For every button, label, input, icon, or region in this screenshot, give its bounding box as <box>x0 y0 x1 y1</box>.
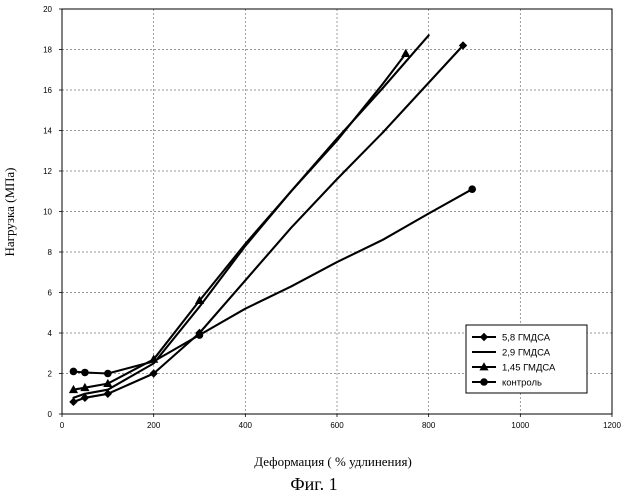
data-point <box>69 398 77 406</box>
line-chart: 02468101214161820020040060080010001200 5… <box>0 0 628 472</box>
y-tick-label: 14 <box>43 127 52 136</box>
series-line <box>74 46 464 402</box>
y-tick-label: 2 <box>48 370 53 379</box>
data-point <box>196 331 204 339</box>
x-tick-label: 200 <box>147 421 161 430</box>
series-line <box>74 54 406 390</box>
data-point <box>81 369 89 377</box>
y-tick-label: 16 <box>43 86 52 95</box>
y-tick-label: 4 <box>48 329 53 338</box>
y-tick-label: 12 <box>43 167 52 176</box>
y-tick-label: 18 <box>43 46 52 55</box>
legend-label: 2,9 ГМДСА <box>502 348 551 359</box>
y-tick-label: 8 <box>48 248 53 257</box>
data-point <box>70 368 78 376</box>
x-tick-label: 1200 <box>603 421 621 430</box>
x-tick-label: 400 <box>239 421 253 430</box>
legend-label: контроль <box>502 378 542 389</box>
series-group <box>69 35 476 406</box>
legend: 5,8 ГМДСА 2,9 ГМДСА 1,45 ГМДСА контроль <box>466 325 587 393</box>
data-point <box>104 370 112 378</box>
legend-label: 5,8 ГМДСА <box>502 333 551 344</box>
y-tick-label: 20 <box>43 5 52 14</box>
series-3 <box>69 49 410 393</box>
legend-swatch-marker <box>480 378 488 386</box>
y-tick-label: 10 <box>43 208 52 217</box>
x-tick-label: 800 <box>422 421 436 430</box>
series-line <box>74 189 473 373</box>
y-tick-label: 6 <box>48 289 53 298</box>
x-tick-label: 600 <box>330 421 344 430</box>
legend-label: 1,45 ГМДСА <box>502 363 556 374</box>
figure-caption: Фиг. 1 <box>0 474 628 495</box>
x-tick-label: 1000 <box>511 421 529 430</box>
x-tick-label: 0 <box>60 421 65 430</box>
series-1 <box>69 41 467 406</box>
y-tick-label: 0 <box>48 410 53 419</box>
data-point <box>468 185 476 193</box>
y-axis-title: Нагрузка (МПа) <box>2 168 17 257</box>
x-axis-title: Деформация ( % удлинения) <box>254 454 412 469</box>
data-point <box>401 49 410 57</box>
